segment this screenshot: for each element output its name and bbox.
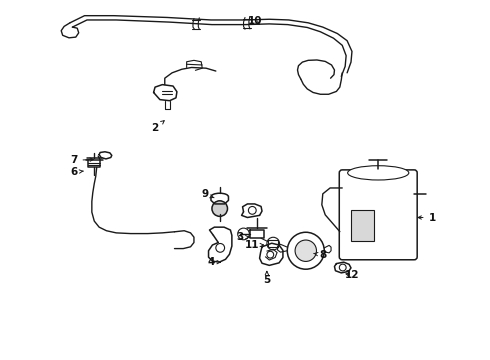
Bar: [351, 210, 374, 241]
Circle shape: [340, 264, 346, 271]
Text: 6: 6: [70, 167, 83, 177]
Circle shape: [216, 243, 224, 252]
Circle shape: [212, 201, 227, 216]
Text: 3: 3: [237, 232, 249, 242]
Text: 11: 11: [245, 240, 263, 250]
Text: 10: 10: [247, 16, 262, 26]
Circle shape: [238, 228, 249, 240]
Text: 4: 4: [207, 257, 220, 267]
Circle shape: [267, 237, 279, 250]
Text: 7: 7: [70, 156, 93, 165]
Text: 9: 9: [201, 189, 214, 199]
Text: 5: 5: [263, 271, 270, 285]
Text: 1: 1: [418, 212, 436, 222]
Circle shape: [267, 251, 274, 258]
Circle shape: [295, 240, 317, 261]
Ellipse shape: [347, 166, 409, 180]
Circle shape: [248, 207, 256, 214]
Circle shape: [287, 232, 324, 269]
FancyBboxPatch shape: [339, 170, 417, 260]
Text: 12: 12: [345, 270, 359, 280]
Text: 8: 8: [314, 250, 326, 260]
Text: 2: 2: [151, 121, 164, 133]
